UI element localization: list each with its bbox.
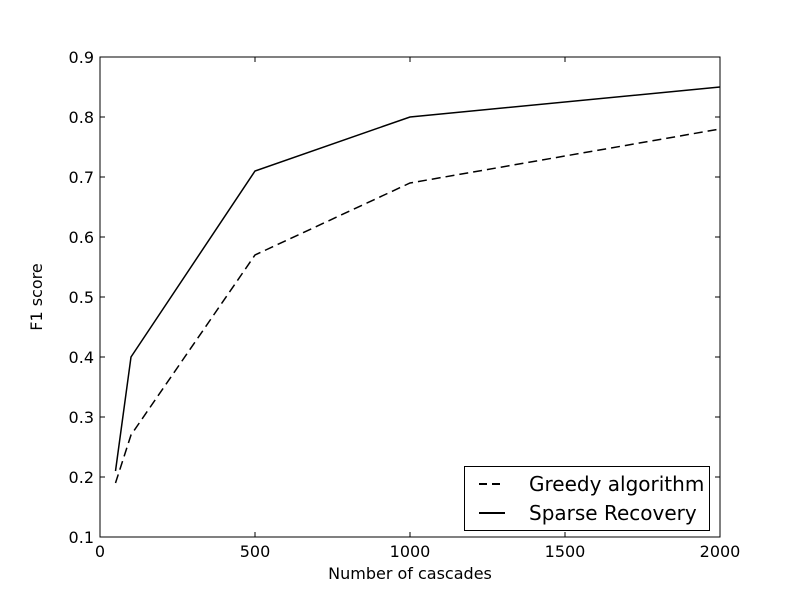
dashed-line-sample-icon xyxy=(479,483,505,485)
x-tick-label: 1000 xyxy=(390,542,431,561)
y-tick-label: 0.6 xyxy=(69,228,94,247)
legend-label-greedy: Greedy algorithm xyxy=(529,472,705,496)
x-tick-label: 1500 xyxy=(545,542,586,561)
x-tick-label: 500 xyxy=(240,542,271,561)
plot-generated-layer: 0 500 1000 1500 2000 0.1 0.2 0.3 0.4 0.5 0.6 0.7 0.8… xyxy=(69,48,741,561)
y-tick-label: 0.1 xyxy=(69,528,94,547)
legend-entry-greedy: Greedy algorithm xyxy=(465,470,709,499)
series-line-greedy-algorithm xyxy=(114,128,721,484)
legend: Greedy algorithm Sparse Recovery xyxy=(464,466,710,531)
plot-frame xyxy=(99,56,721,538)
x-tick-label: 2000 xyxy=(700,542,741,561)
y-tick-label: 0.5 xyxy=(69,288,94,307)
series-line-sparse-recovery xyxy=(114,86,721,472)
y-tick-label: 0.9 xyxy=(69,48,94,67)
y-tick-label: 0.4 xyxy=(69,348,94,367)
x-axis-title: Number of cascades xyxy=(328,564,492,583)
solid-line-sample-icon xyxy=(479,512,505,514)
y-axis-title: F1 score xyxy=(27,263,46,330)
y-tick-label: 0.7 xyxy=(69,168,94,187)
y-tick-label: 0.2 xyxy=(69,468,94,487)
legend-entry-sparse: Sparse Recovery xyxy=(465,499,709,528)
x-tick-label: 0 xyxy=(95,542,105,561)
legend-label-sparse: Sparse Recovery xyxy=(529,501,697,525)
y-tick-label: 0.8 xyxy=(69,108,94,127)
y-tick-label: 0.3 xyxy=(69,408,94,427)
